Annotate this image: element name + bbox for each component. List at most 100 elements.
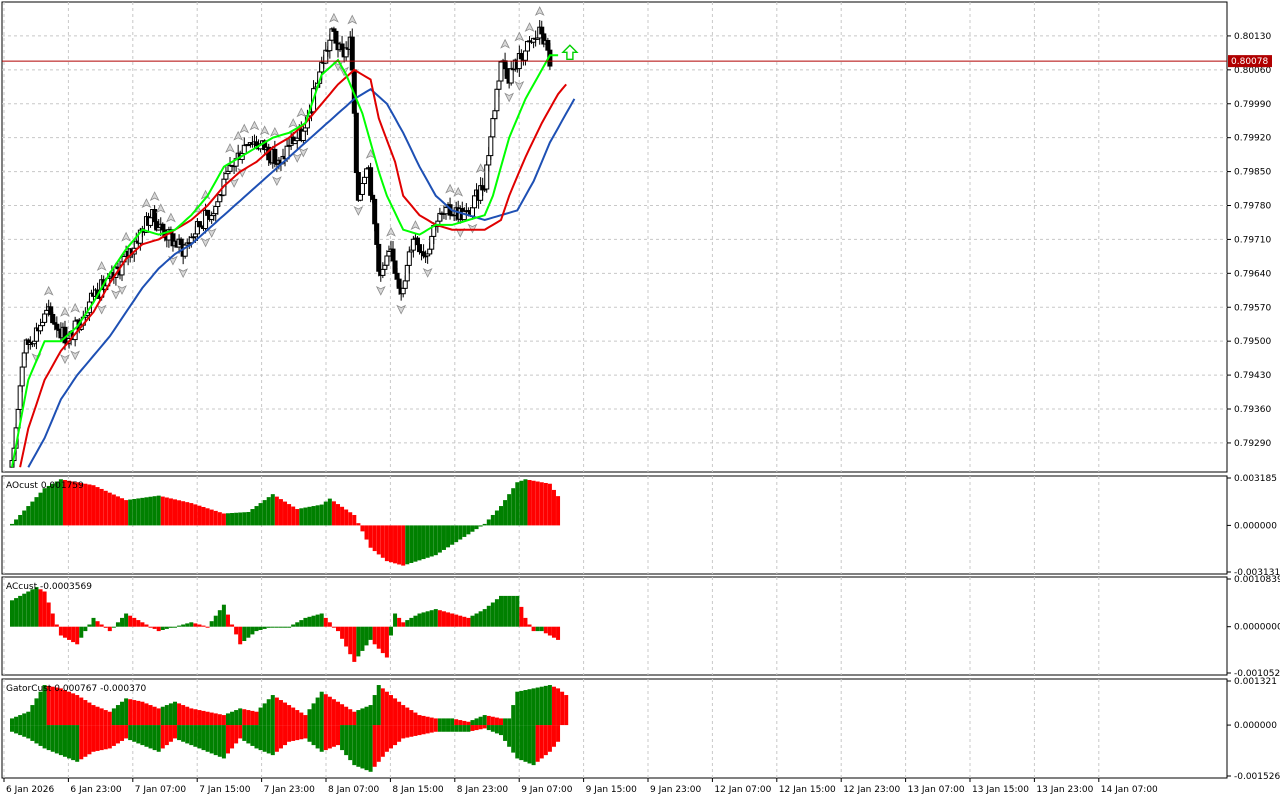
histogram-bar [503,718,508,726]
histogram-bar [401,705,406,726]
alligator-jaw-line [27,87,576,468]
histogram-bar [315,725,320,749]
histogram-bar [18,595,23,627]
gator-pane[interactable]: GatorCust 0.000767 -0.000370 0.0013210.0… [1,677,1280,782]
fractal-up-icon [453,186,464,197]
histogram-bar [539,686,544,726]
histogram-bar [50,483,55,526]
histogram-bar [551,489,556,526]
fractal-up-icon [70,302,81,313]
histogram-bar [535,687,540,726]
histogram-bar [499,718,503,726]
histogram-bar [148,725,153,749]
histogram-bar [144,703,149,726]
histogram-bar [523,725,528,762]
histogram-bar [189,725,194,746]
histogram-bar [287,504,292,526]
histogram-bar [258,626,263,631]
ac-pane[interactable]: ACcust -0.0003569 0.0010839 0.0000000 -0.0… [1,575,1280,679]
histogram-bar [177,703,182,726]
histogram-bar [376,685,381,726]
fractal-up-icon [96,261,107,271]
histogram-bar [95,725,100,751]
histogram-bar [173,626,177,628]
histogram-bar [128,499,133,526]
histogram-bar [242,709,247,726]
histogram-bar [258,707,263,726]
gator-histogram [10,685,569,772]
fractal-down-icon [229,178,239,188]
histogram-bar [99,708,104,726]
time-axis-label: 9 Jan 15:00 [586,785,638,795]
histogram-bar [519,725,524,761]
histogram-bar [380,725,385,757]
histogram-bar [75,482,80,526]
histogram-bar [144,497,149,526]
histogram-bar [319,725,324,752]
fractal-down-icon [422,267,433,278]
price-axis-label: 0.79710 [1234,235,1271,245]
histogram-bar [340,626,345,639]
time-axis-label: 12 Jan 15:00 [779,785,836,795]
histogram-bar [111,725,116,746]
candle [364,167,370,178]
histogram-bar [388,626,393,636]
ac-title: ACcust -0.0003569 [6,582,92,592]
histogram-bar [258,503,263,526]
histogram-bar [474,718,479,726]
price-axis-label: 0.79920 [1234,134,1271,144]
histogram-bar [185,706,190,726]
histogram-bar [344,725,349,756]
histogram-bar [38,589,43,627]
histogram-bar [499,506,503,526]
histogram-bar [140,622,145,627]
histogram-bar [311,725,316,746]
price-axis-label: 0.79640 [1234,269,1271,279]
histogram-bar [409,617,414,627]
histogram-bar [511,705,516,726]
histogram-bar [95,706,100,726]
histogram-bar [535,481,540,526]
histogram-bar [490,716,495,726]
histogram-bar [270,695,275,726]
histogram-bar [278,700,283,726]
histogram-bar [132,725,137,742]
histogram-bar [311,703,316,726]
histogram-bar [336,725,340,746]
histogram-bar [152,496,157,526]
histogram-bar [352,725,357,766]
histogram-bar [258,725,263,751]
histogram-bar [511,595,516,627]
histogram-bar [556,688,561,726]
fractal-down-icon [514,81,525,91]
histogram-bar [193,725,198,747]
histogram-bar [482,523,487,526]
histogram-bar [136,700,141,726]
fractal-up-icon [475,163,486,174]
time-axis-label: 14 Jan 07:00 [1101,785,1158,795]
price-axis-label: 0.79500 [1234,337,1271,347]
price-pane[interactable]: 0.80130 0.80060 0.79990 0.79920 0.79850 0.797… [1,1,1272,473]
histogram-bar [535,725,540,762]
histogram-bar [307,616,312,627]
histogram-bar [307,709,312,726]
histogram-bar [83,626,88,632]
candle [484,160,490,193]
histogram-bar [340,704,345,726]
histogram-bar [274,496,279,526]
histogram-bar [246,710,251,726]
ao-histogram [10,479,561,566]
histogram-bar [274,725,279,752]
histogram-bar [482,715,487,726]
histogram-bar [519,690,524,726]
price-axis: 0.80130 0.80060 0.79990 0.79920 0.79850 0.797… [1227,32,1271,449]
histogram-bar [368,626,373,640]
time-axis-label: 12 Jan 07:00 [714,785,771,795]
histogram-bar [372,725,377,767]
ao-pane[interactable]: AOcust 0.001759 0.003185 0.000000 -0.00313… [1,474,1280,578]
histogram-bar [120,725,125,741]
candle [42,313,48,325]
gator-title: GatorCust 0.000767 -0.000370 [6,684,147,694]
histogram-bar [543,685,548,726]
